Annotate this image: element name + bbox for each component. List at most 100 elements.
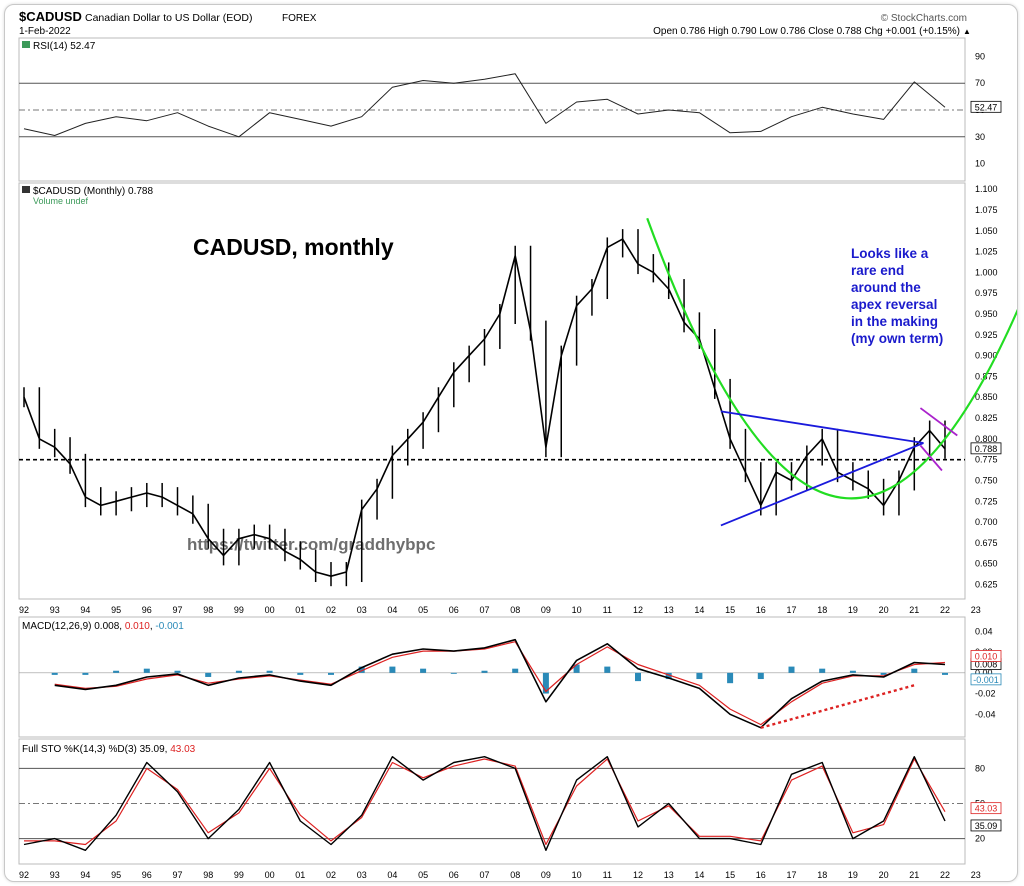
price-tick-label: 0.975 (975, 288, 998, 298)
sto-legend-d: 43.03 (170, 744, 195, 755)
price-tick-label: 0.900 (975, 351, 998, 361)
sto-d-line (24, 758, 946, 846)
macd-tick-label: -0.04 (975, 709, 996, 719)
sto-tick-label: 80 (975, 763, 985, 773)
exchange-label: FOREX (282, 13, 317, 24)
annotation-line: Looks like a (851, 246, 929, 261)
volume-legend-text: Volume undef (33, 196, 89, 206)
watermark-link: https://twitter.com/graddhybpc (187, 535, 435, 554)
macd-histogram-bar (819, 668, 826, 673)
macd-panel (18, 616, 966, 738)
x-tick-label: 99 (234, 605, 244, 615)
sto-panel (18, 738, 966, 865)
x-tick-label: 19 (848, 605, 858, 615)
macd-legend-sep: , (150, 621, 156, 632)
price-tick-label: 0.775 (975, 455, 998, 465)
x-tick-label: 97 (172, 605, 182, 615)
x-tick-label: 15 (725, 870, 735, 880)
x-tick-label: 22 (940, 605, 950, 615)
price-value-label: 0.788 (975, 444, 998, 454)
x-tick-label: 12 (633, 870, 643, 880)
symbol-description: Canadian Dollar to US Dollar (EOD) (85, 12, 252, 24)
price-tick-label: 0.700 (975, 517, 998, 527)
macd-histogram-bar (788, 666, 795, 673)
x-tick-label: 92 (19, 605, 29, 615)
macd-signal-line (54, 641, 946, 726)
rsi-value-label-box (970, 100, 1002, 113)
annotation-line: apex reversal (851, 297, 937, 312)
x-tick-label: 05 (418, 870, 428, 880)
x-tick-label: 20 (879, 605, 889, 615)
date-label: 1-Feb-2022 (19, 26, 71, 37)
x-tick-label: 17 (786, 605, 796, 615)
x-tick-label: 22 (940, 870, 950, 880)
macd-legend-main: MACD(12,26,9) 0.008, (22, 621, 125, 632)
x-tick-label: 16 (756, 605, 766, 615)
macd-tick-label: 0.00 (975, 668, 993, 678)
x-tick-label: 14 (694, 605, 704, 615)
price-tick-label: 1.025 (975, 247, 998, 257)
price-tick-label: 0.650 (975, 559, 998, 569)
rsi-tick-label: 70 (975, 78, 985, 88)
chart-title-annotation: CADUSD, monthly (193, 234, 394, 260)
x-tick-label: 08 (510, 870, 520, 880)
x-tick-label: 18 (817, 605, 827, 615)
x-tick-label: 95 (111, 605, 121, 615)
price-tick-label: 0.825 (975, 413, 998, 423)
price-tick-label: 0.925 (975, 330, 998, 340)
x-tick-label: 98 (203, 605, 213, 615)
macd-divergence-line (760, 684, 915, 729)
x-tick-label: 04 (387, 605, 397, 615)
price-tick-label: 0.675 (975, 538, 998, 548)
x-tick-label: 00 (265, 870, 275, 880)
x-tick-label: 08 (510, 605, 520, 615)
macd-histogram-bar (604, 666, 611, 673)
price-legend-text: $CADUSD (Monthly) 0.788 (33, 186, 153, 197)
x-tick-label: 07 (479, 605, 489, 615)
x-tick-label: 16 (756, 870, 766, 880)
price-tick-label: 0.750 (975, 475, 998, 485)
chart-frame: $CADUSD Canadian Dollar to US Dollar (EO… (4, 4, 1018, 882)
x-tick-label: 94 (80, 605, 90, 615)
rsi-tick-label: 10 (975, 159, 985, 169)
parabolic-curve (646, 217, 1017, 500)
x-tick-label: 10 (572, 870, 582, 880)
annotation-line: around the (851, 280, 921, 295)
x-tick-label: 96 (142, 870, 152, 880)
rsi-tick-label: 90 (975, 51, 985, 61)
price-line (23, 238, 946, 578)
rsi-legend-text: RSI(14) 52.47 (33, 41, 96, 52)
macd-histogram-bar (512, 668, 519, 673)
rsi-value-label: 52.47 (975, 102, 998, 112)
upper-trendline (720, 410, 924, 444)
x-tick-label: 10 (572, 605, 582, 615)
x-tick-label: 17 (786, 870, 796, 880)
x-tick-label: 23 (971, 605, 981, 615)
x-tick-label: 96 (142, 605, 152, 615)
macd-histogram-bar (911, 668, 918, 673)
macd-value-label-box (970, 673, 1002, 686)
panel-frames (18, 37, 966, 865)
symbol-title: $CADUSD (19, 9, 82, 24)
price-tick-label: 0.950 (975, 309, 998, 319)
x-tick-label: 18 (817, 870, 827, 880)
x-tick-label: 09 (541, 605, 551, 615)
macd-legend-hist: -0.001 (155, 621, 184, 632)
sto-legend-text: Full STO %K(14,3) %D(3) 35.09, 43.03 (22, 744, 196, 755)
macd-histogram-bar (696, 672, 703, 680)
x-tick-label: 99 (234, 870, 244, 880)
macd-histogram-bar (51, 672, 58, 675)
stockcharts-figure: $CADUSD Canadian Dollar to US Dollar (EO… (18, 9, 1017, 880)
price-value-label-box (970, 442, 1002, 455)
macd-histogram-bar (266, 670, 273, 673)
x-tick-label: 97 (172, 870, 182, 880)
x-tick-label: 03 (357, 605, 367, 615)
price-legend: $CADUSD (Monthly) 0.788 Volume undef (22, 186, 153, 206)
macd-histogram-bar (328, 672, 334, 675)
x-tick-label: 03 (357, 870, 367, 880)
macd-histogram-bar (573, 664, 580, 673)
x-tick-label: 06 (449, 605, 459, 615)
macd-legend-text: MACD(12,26,9) 0.008, 0.010, -0.001 (22, 621, 184, 632)
price-tick-label: 0.800 (975, 434, 998, 444)
x-tick-label: 00 (265, 605, 275, 615)
